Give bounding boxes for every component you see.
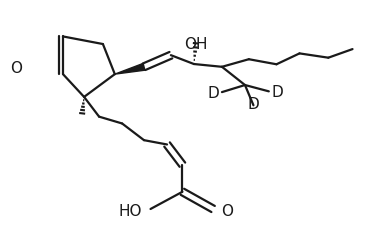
Text: D: D: [248, 97, 259, 112]
Text: O: O: [221, 203, 233, 218]
Text: HO: HO: [119, 203, 142, 218]
Text: OH: OH: [184, 37, 208, 52]
Text: D: D: [272, 84, 283, 100]
Text: D: D: [207, 85, 219, 100]
Text: O: O: [10, 60, 22, 76]
Polygon shape: [115, 64, 145, 75]
